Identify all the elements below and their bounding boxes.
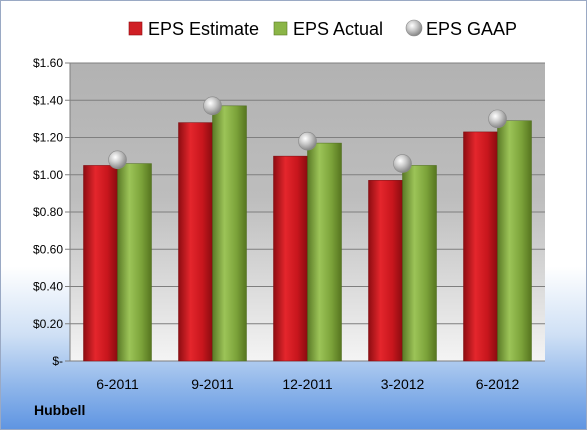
legend-label: EPS Actual <box>293 19 383 39</box>
y-tick-label: $0.20 <box>33 317 63 331</box>
legend-swatch <box>405 19 423 37</box>
y-tick-label: $1.60 <box>33 56 63 70</box>
marker-eps-gaap <box>393 154 412 173</box>
bar-eps-estimate <box>273 155 308 362</box>
bar-eps-actual <box>117 163 152 362</box>
bar-eps-actual <box>497 120 532 362</box>
x-tick-label: 6-2011 <box>96 376 139 392</box>
company-label: Hubbell <box>34 402 86 418</box>
marker-eps-gaap <box>203 96 222 116</box>
legend-swatch <box>128 21 143 36</box>
bar-eps-estimate <box>368 180 403 362</box>
x-tick-label: 12-2011 <box>282 376 333 392</box>
bar-eps-actual <box>402 165 437 362</box>
legend-label: EPS Estimate <box>148 19 259 39</box>
bar-eps-estimate <box>83 165 118 362</box>
legend-label: EPS GAAP <box>426 19 517 39</box>
marker-eps-gaap <box>108 150 127 170</box>
x-tick-label: 6-2012 <box>476 376 520 392</box>
x-tick-label: 3-2012 <box>381 376 425 392</box>
bar-eps-estimate <box>463 131 498 362</box>
legend-swatch <box>273 21 288 36</box>
x-tick-label: 9-2011 <box>191 376 234 392</box>
marker-eps-gaap <box>488 109 507 129</box>
bar-eps-estimate <box>178 122 213 362</box>
y-tick-label: $1.00 <box>33 168 63 182</box>
y-tick-label: $- <box>52 354 63 368</box>
bar-eps-actual <box>307 142 342 362</box>
marker-eps-gaap <box>298 131 317 151</box>
y-tick-label: $0.80 <box>33 205 63 219</box>
y-tick-label: $1.20 <box>33 131 63 145</box>
y-tick-label: $0.40 <box>33 280 63 294</box>
y-tick-label: $0.60 <box>33 242 63 256</box>
bar-eps-actual <box>212 105 247 362</box>
y-tick-label: $1.40 <box>33 93 63 107</box>
